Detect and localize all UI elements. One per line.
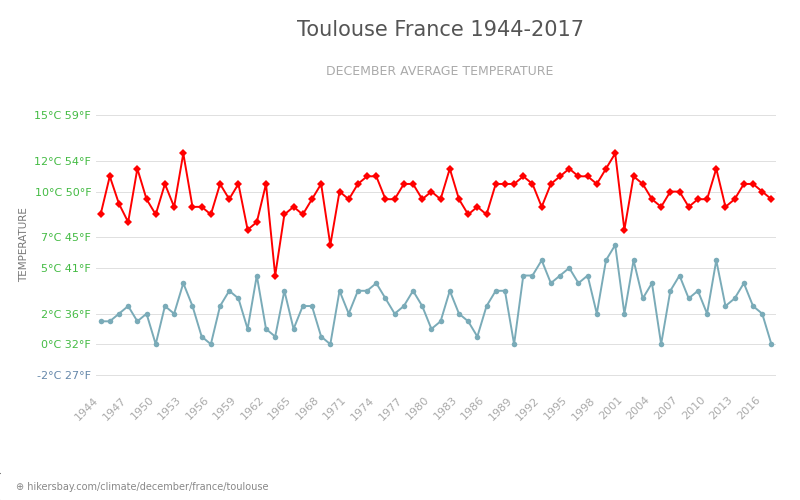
DAY	[491, 181, 501, 187]
NIGHT	[473, 334, 482, 340]
NIGHT	[96, 318, 106, 324]
Text: Toulouse France 1944-2017: Toulouse France 1944-2017	[297, 20, 583, 40]
DAY	[252, 219, 262, 225]
Line: DAY: DAY	[98, 150, 774, 278]
Text: DECEMBER AVERAGE TEMPERATURE: DECEMBER AVERAGE TEMPERATURE	[326, 65, 554, 78]
NIGHT	[252, 272, 262, 278]
DAY	[96, 212, 106, 218]
Text: ⊕ hikersbay.com/climate/december/france/toulouse: ⊕ hikersbay.com/climate/december/france/…	[16, 482, 269, 492]
DAY	[270, 272, 280, 278]
NIGHT	[326, 341, 335, 347]
DAY	[482, 212, 491, 218]
DAY	[178, 150, 188, 156]
DAY	[766, 196, 776, 202]
DAY	[334, 188, 344, 194]
NIGHT	[243, 326, 253, 332]
DAY	[243, 226, 253, 232]
NIGHT	[482, 303, 491, 309]
NIGHT	[721, 303, 730, 309]
Y-axis label: TEMPERATURE: TEMPERATURE	[18, 208, 29, 282]
Line: NIGHT: NIGHT	[98, 242, 774, 347]
DAY	[721, 204, 730, 210]
NIGHT	[151, 341, 161, 347]
NIGHT	[610, 242, 620, 248]
NIGHT	[766, 341, 776, 347]
